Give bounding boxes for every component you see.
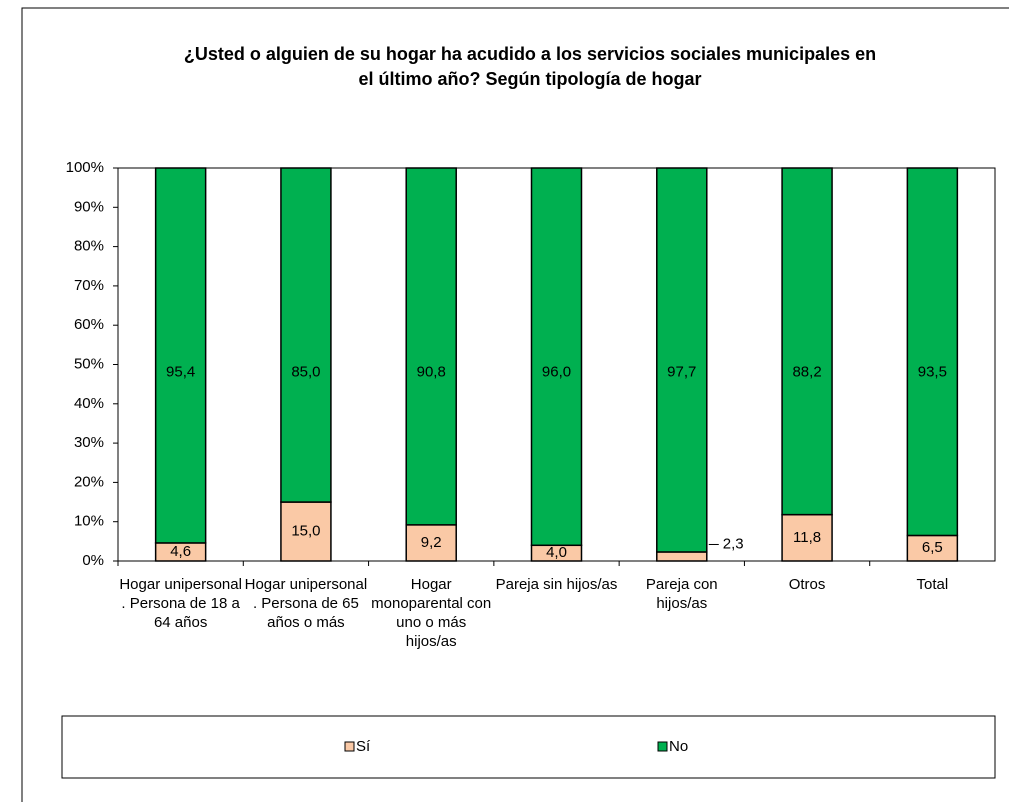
value-label: 93,5 <box>918 363 947 380</box>
x-tick-label: Hogar unipersonal . Persona de 65 años o… <box>244 576 368 631</box>
value-label: 15,0 <box>291 522 320 539</box>
value-label: 85,0 <box>291 363 320 380</box>
y-tick-label: 50% <box>74 355 104 372</box>
y-tick-label: 40% <box>74 395 104 412</box>
value-label: 90,8 <box>417 363 446 380</box>
y-tick-label: 70% <box>74 277 104 294</box>
legend-box <box>61 715 996 779</box>
value-label: 11,8 <box>793 529 821 546</box>
legend-swatch <box>657 741 668 752</box>
y-tick-label: 20% <box>74 473 104 490</box>
x-tick-label: Pareja con hijos/as <box>645 576 718 612</box>
y-tick-label: 80% <box>74 238 104 255</box>
legend-label: Sí <box>356 738 371 755</box>
bar-segment <box>405 524 457 562</box>
y-tick-label: 60% <box>74 316 104 333</box>
value-label: 6,5 <box>922 539 943 556</box>
value-label: 96,0 <box>542 363 571 380</box>
bar-segment <box>280 501 332 562</box>
x-tick-label: Pareja sin hijos/as <box>495 576 618 593</box>
y-tick-label: 30% <box>74 434 104 451</box>
bar-segment <box>405 167 457 526</box>
bar-segment <box>656 551 708 562</box>
bar-segment <box>656 167 708 553</box>
y-tick-label: 100% <box>66 159 104 176</box>
value-label: 97,7 <box>667 363 696 380</box>
x-tick-label: Hogar unipersonal . Persona de 18 a 64 a… <box>119 576 242 631</box>
x-tick-label: Total <box>916 576 949 593</box>
value-label: 9,2 <box>421 534 442 551</box>
bar-segment <box>530 167 583 547</box>
value-label: 2,3 <box>723 535 744 552</box>
value-label: 4,6 <box>170 543 191 560</box>
frame <box>21 7 1009 802</box>
value-label: 88,2 <box>792 363 821 380</box>
y-tick-label: 10% <box>74 513 104 530</box>
value-label: 4,0 <box>546 544 567 561</box>
y-tick-label: 90% <box>74 198 104 215</box>
value-label: 95,4 <box>166 363 195 380</box>
legend-swatch <box>344 741 355 752</box>
legend-label: No <box>669 738 688 755</box>
bar-segment <box>280 167 332 503</box>
bar-segment <box>906 534 959 562</box>
bar-segment <box>781 167 833 516</box>
chart-title: ¿Usted o alguien de su hogar ha acudido … <box>183 44 877 89</box>
bar-segment <box>154 167 207 544</box>
y-tick-label: 0% <box>82 552 104 569</box>
x-tick-label: Hogar monoparental con uno o más hijos/a… <box>371 576 492 650</box>
bar-segment <box>906 167 959 537</box>
x-tick-label: Otros <box>788 576 826 593</box>
